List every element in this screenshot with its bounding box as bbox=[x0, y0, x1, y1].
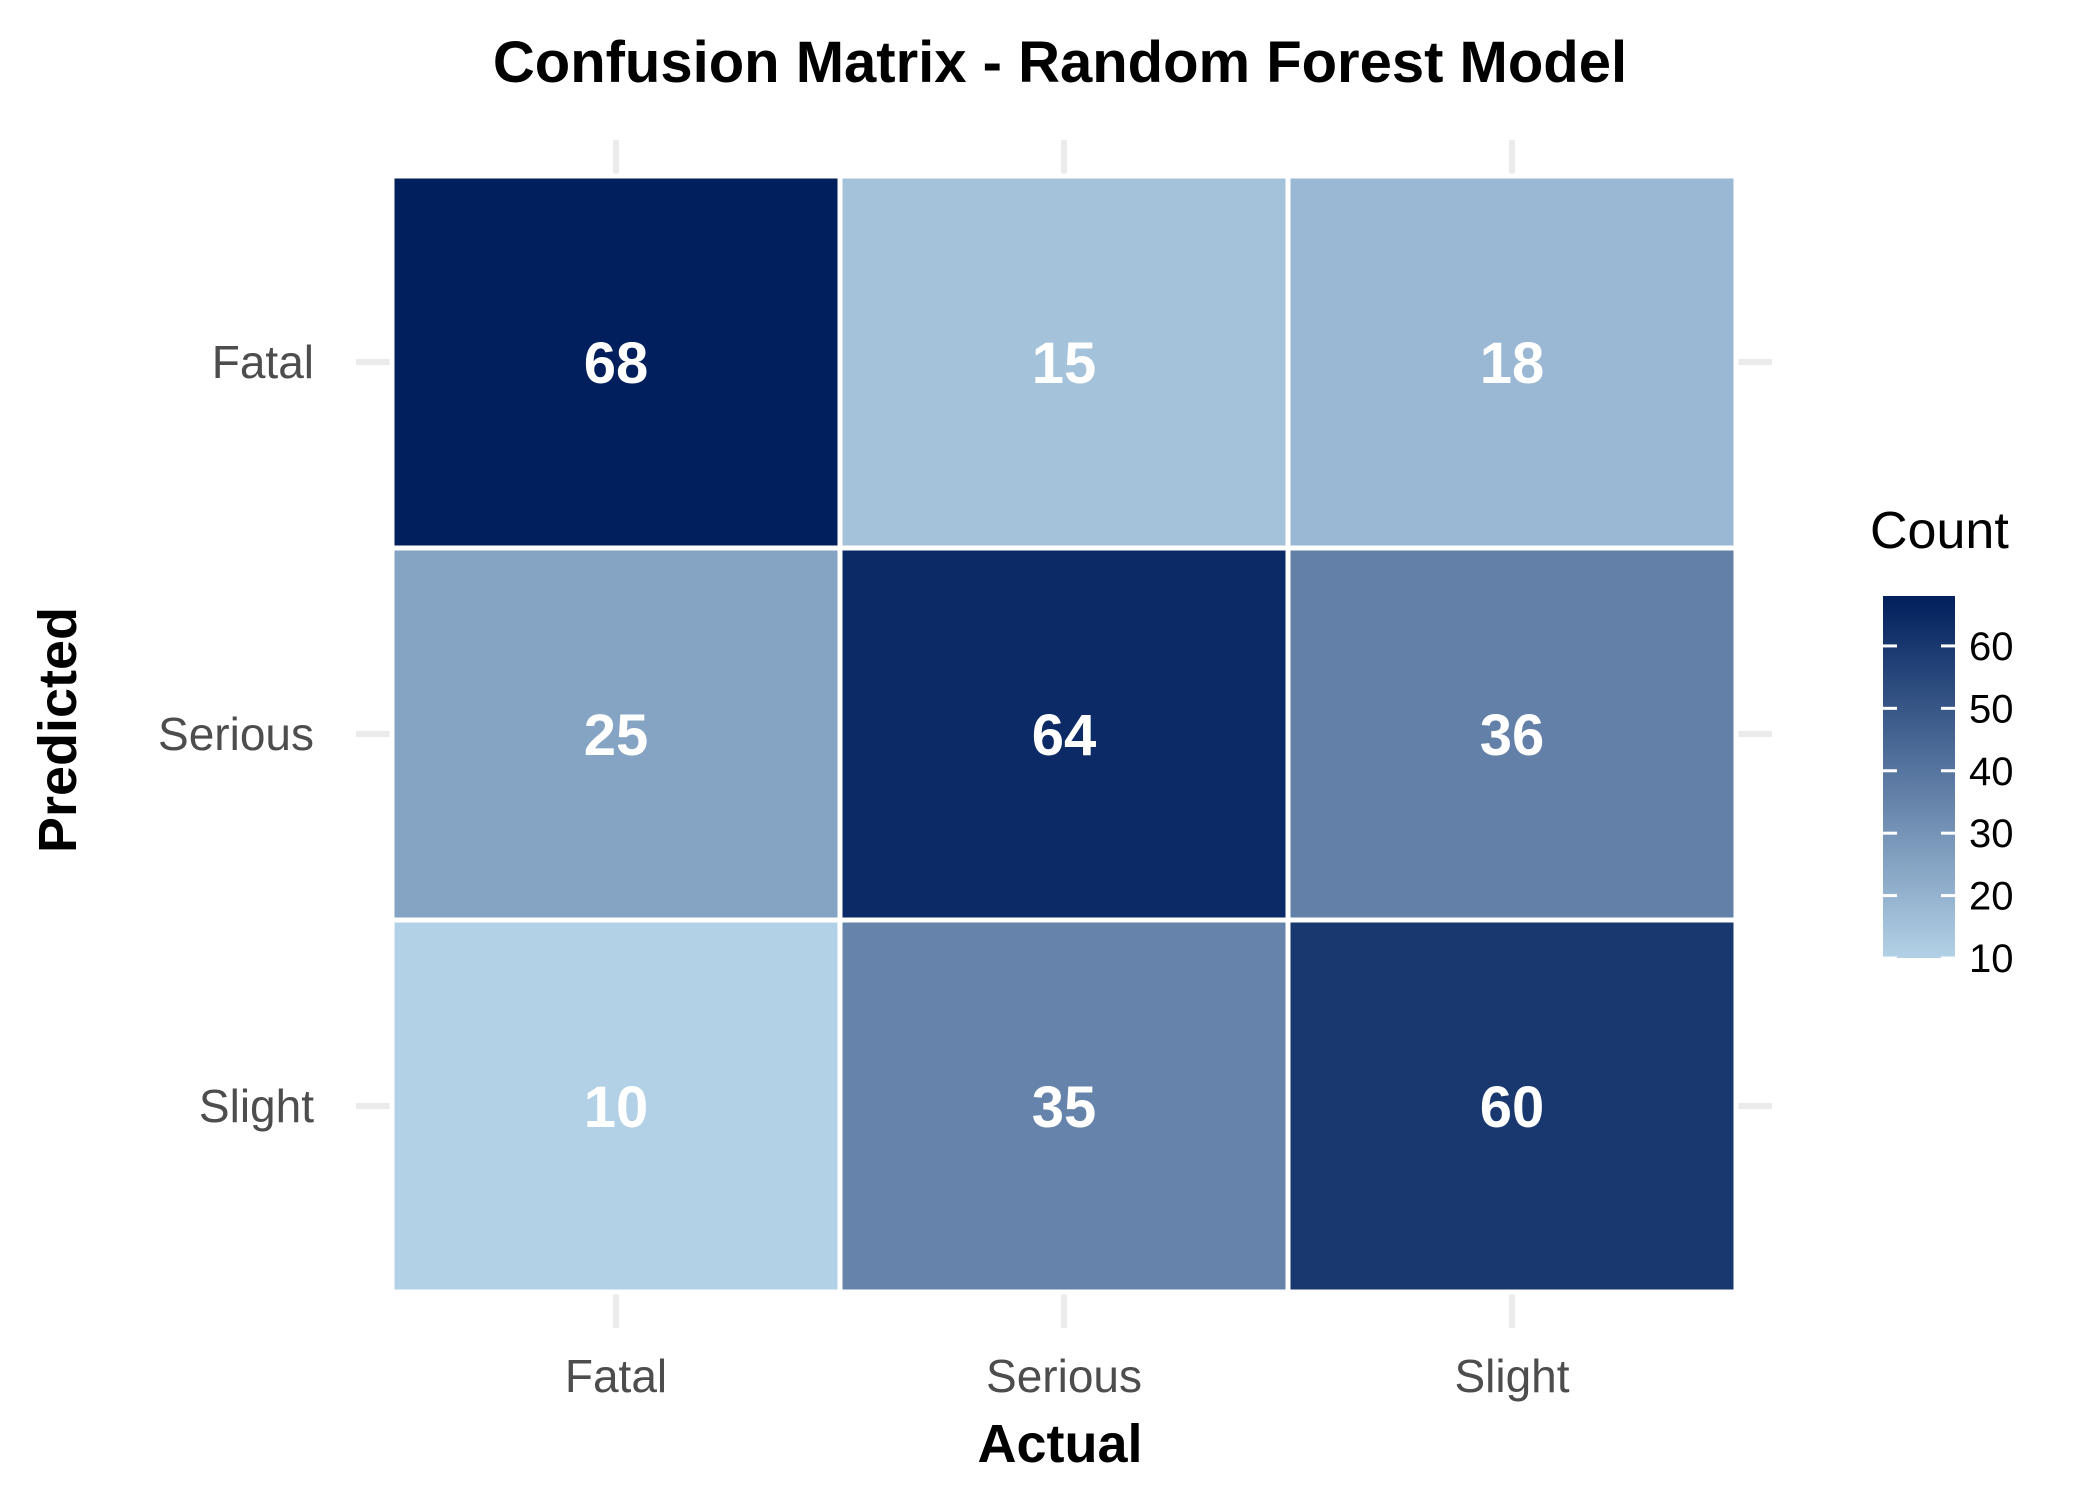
legend-ticks: 10 20 30 40 50 60 bbox=[1883, 625, 2014, 981]
legend-title: Count bbox=[1870, 502, 2009, 560]
cell-value-label: 15 bbox=[1032, 331, 1097, 396]
legend-tick-label: 50 bbox=[1969, 687, 2014, 731]
chart-title: Confusion Matrix - Random Forest Model bbox=[493, 30, 1627, 95]
heatmap-cell bbox=[1285, 545, 1739, 923]
y-tick-label: Fatal bbox=[212, 336, 314, 388]
cell-value-label: 68 bbox=[584, 331, 649, 396]
legend-tick-label: 40 bbox=[1969, 750, 2014, 794]
cell-value-label: 25 bbox=[584, 703, 649, 768]
y-axis-title: Predicted bbox=[28, 607, 88, 853]
legend-tick-label: 30 bbox=[1969, 812, 2014, 856]
cell-value-label: 18 bbox=[1480, 331, 1545, 396]
y-tick-label: Serious bbox=[158, 708, 314, 760]
legend-tick-label: 60 bbox=[1969, 625, 2014, 669]
y-tick-label: Slight bbox=[199, 1080, 314, 1132]
cell-value-label: 64 bbox=[1032, 703, 1097, 768]
x-axis-title: Actual bbox=[977, 1414, 1142, 1474]
cell-value-label: 60 bbox=[1480, 1075, 1545, 1140]
x-tick-label: Serious bbox=[986, 1350, 1142, 1402]
legend-color-bar bbox=[1883, 596, 1955, 958]
legend-tick-label: 10 bbox=[1969, 937, 2014, 981]
cell-value-label: 35 bbox=[1032, 1075, 1097, 1140]
heatmap-cell bbox=[1285, 173, 1739, 551]
cell-value-labels: 68 15 18 25 64 36 10 35 60 bbox=[584, 331, 1545, 1140]
heatmap-cell bbox=[837, 917, 1291, 1295]
heatmap-cell bbox=[1285, 917, 1739, 1295]
x-tick-label: Fatal bbox=[565, 1350, 667, 1402]
cell-value-label: 36 bbox=[1480, 703, 1545, 768]
heatmap-cells bbox=[389, 173, 1739, 1295]
cell-value-label: 10 bbox=[584, 1075, 649, 1140]
x-tick-label: Slight bbox=[1454, 1350, 1569, 1402]
color-legend: Count 10 20 30 40 50 60 bbox=[1870, 502, 2014, 981]
heatmap-cell bbox=[389, 917, 843, 1295]
legend-tick-label: 20 bbox=[1969, 875, 2014, 919]
heatmap-cell bbox=[837, 545, 1291, 923]
heatmap-cell bbox=[389, 545, 843, 923]
y-axis-tick-labels: Fatal Serious Slight bbox=[158, 336, 314, 1132]
x-axis-tick-labels: Fatal Serious Slight bbox=[565, 1350, 1570, 1402]
